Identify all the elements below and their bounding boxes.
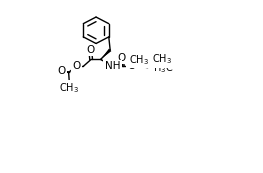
Text: CH$_3$: CH$_3$: [129, 53, 149, 67]
Text: O: O: [86, 45, 94, 55]
Text: O: O: [58, 66, 66, 76]
Text: CH$_3$: CH$_3$: [59, 81, 79, 95]
Text: O: O: [127, 61, 135, 71]
Text: O: O: [118, 53, 126, 63]
Text: CH$_3$: CH$_3$: [152, 52, 172, 66]
Text: NH: NH: [105, 61, 120, 71]
Text: O: O: [72, 61, 80, 71]
Polygon shape: [101, 49, 111, 59]
Text: H$_3$C: H$_3$C: [153, 61, 173, 75]
